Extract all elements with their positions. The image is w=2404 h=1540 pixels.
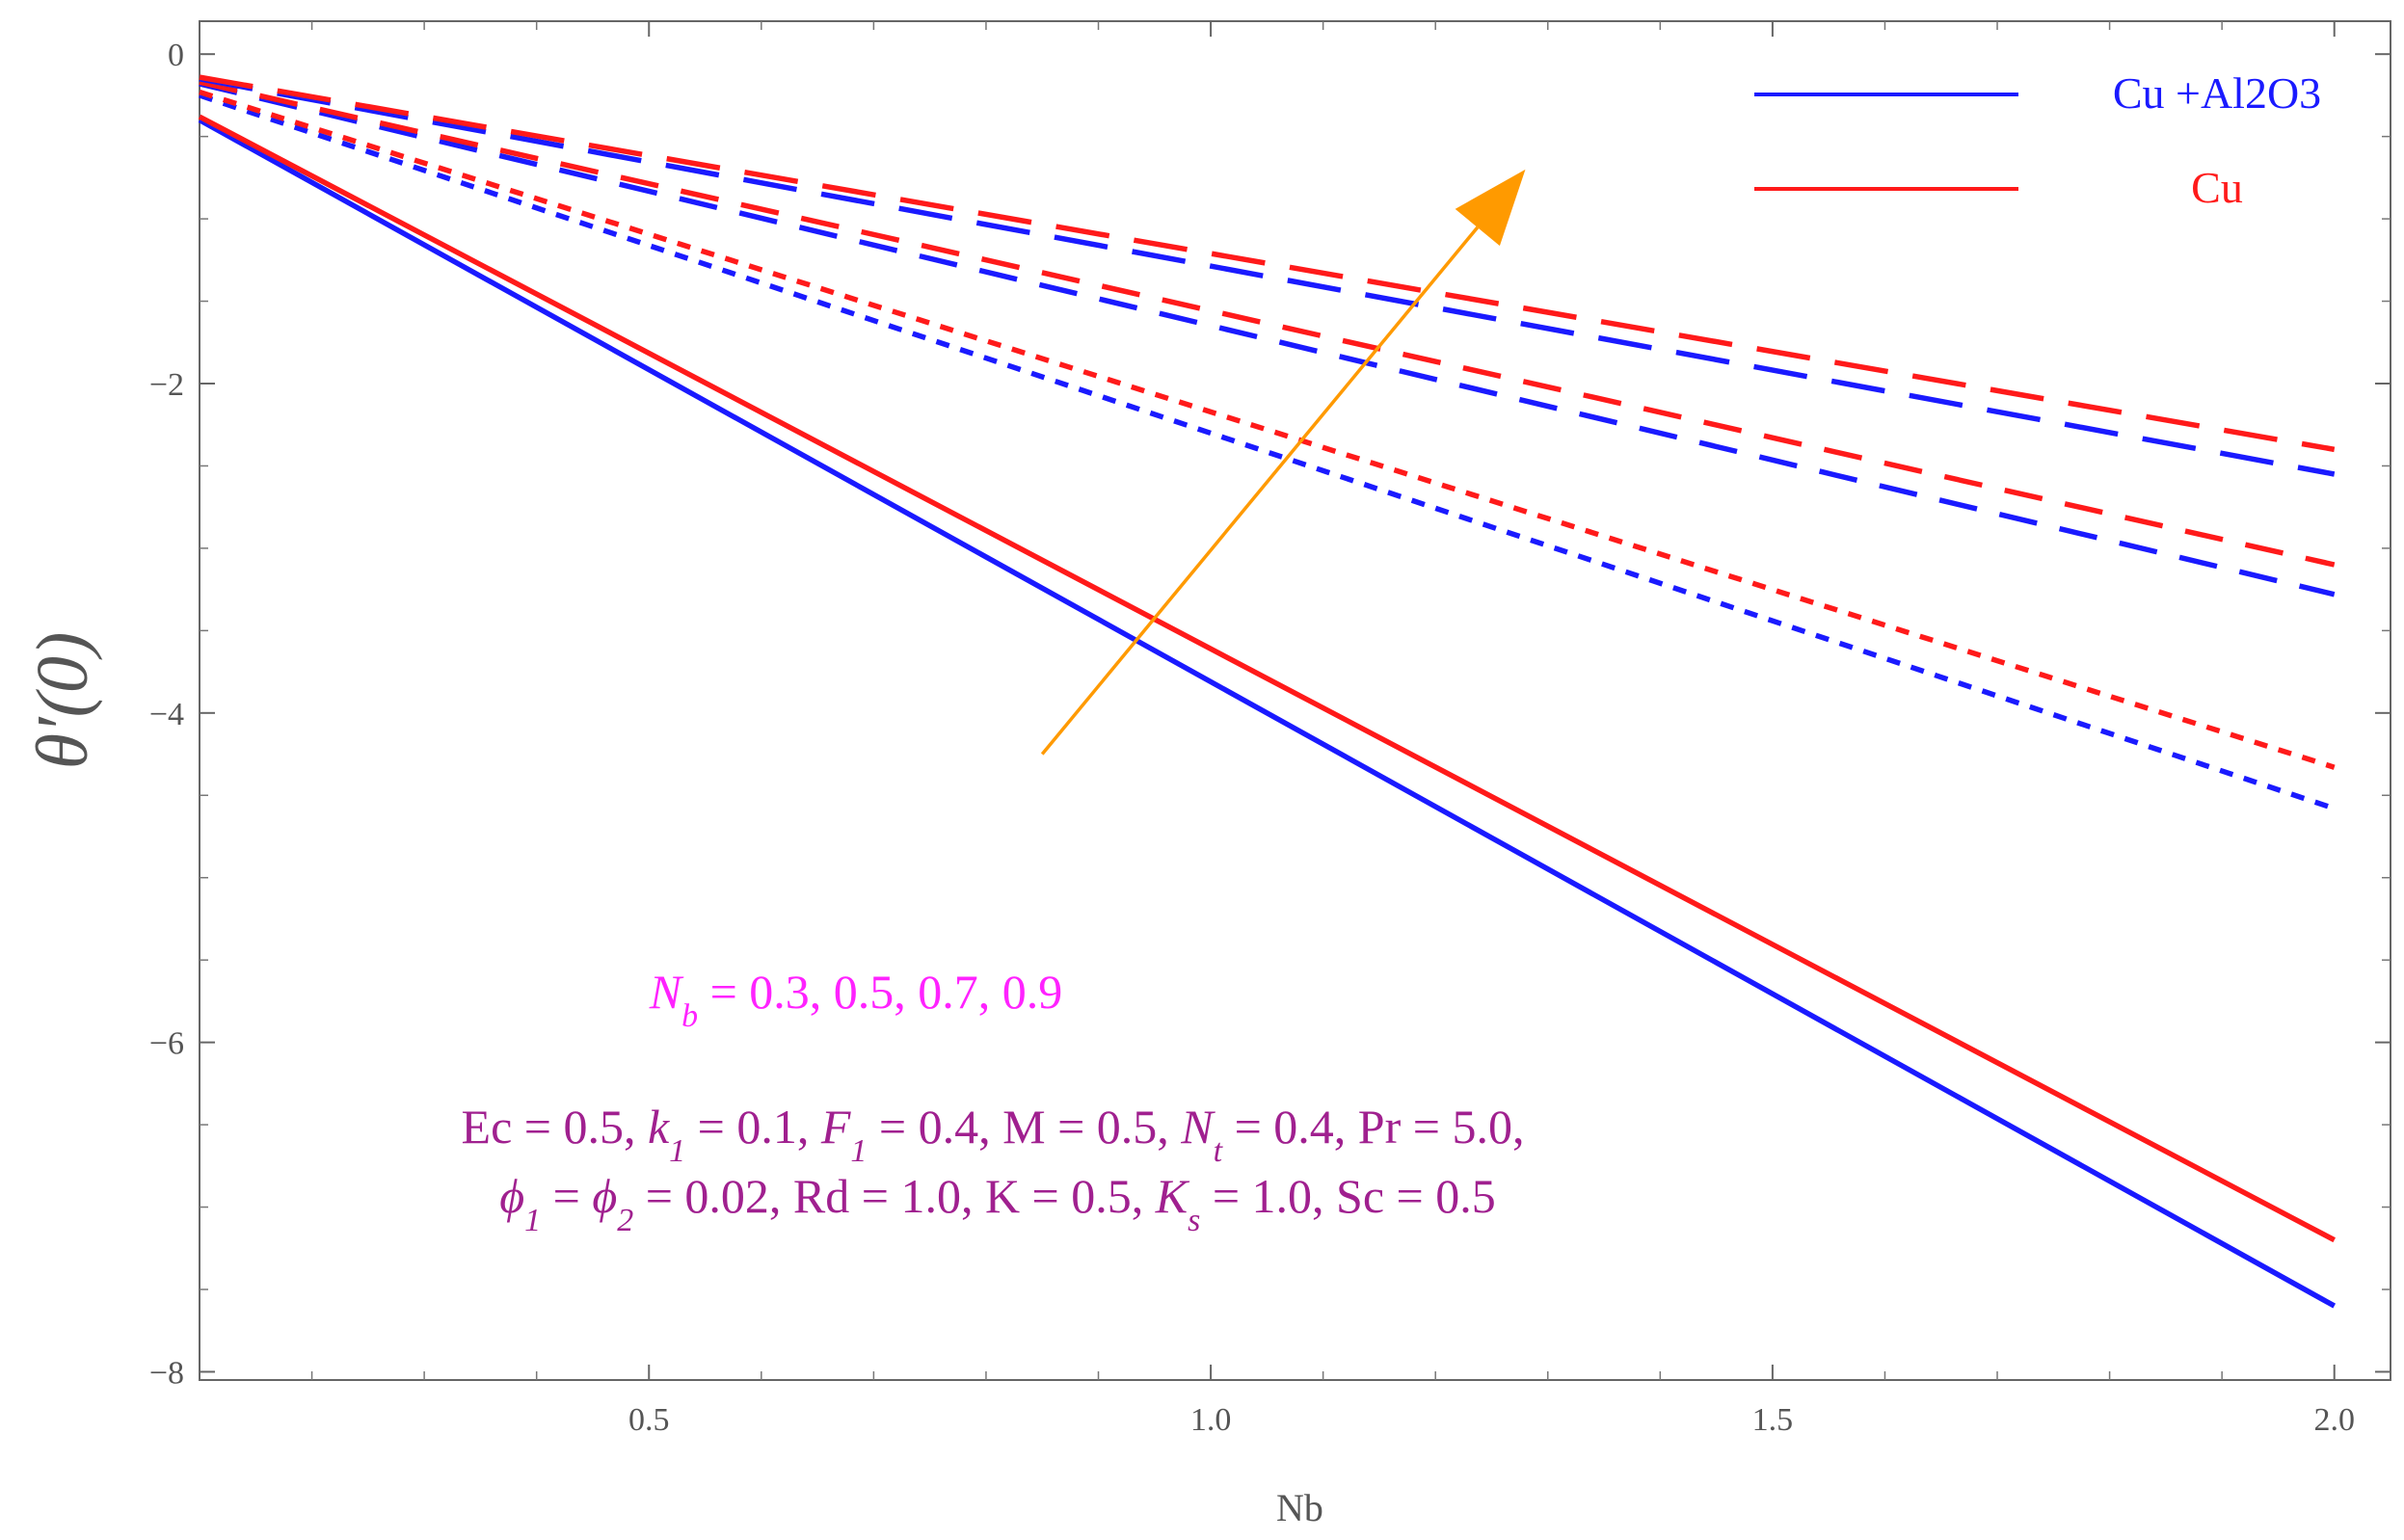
annotation-params-line-2: ϕ1 = ϕ2 = 0.02, Rd = 1.0, K = 0.5, Ks = … — [499, 1169, 1496, 1238]
annotation-params-line-1: Ec = 0.5, k1 = 0.1, F1 = 0.4, M = 0.5, N… — [462, 1100, 1525, 1169]
series-line-solid-cu — [198, 114, 2336, 1243]
trend-arrow-layer — [1040, 169, 1526, 756]
series-line-solid-cu-al2o3 — [198, 118, 2337, 1309]
annotations: Nb = 0.3, 0.5, 0.7, 0.9 Ec = 0.5, k1 = 0.… — [462, 965, 1525, 1238]
series-line-medium-dash-cu — [199, 79, 2336, 568]
series-layer — [198, 74, 2337, 1309]
series-line-medium-dash-cu-al2o3 — [199, 81, 2336, 597]
y-tick-label: −4 — [149, 697, 184, 732]
series-line-short-dash-cu-al2o3 — [199, 93, 2336, 811]
trend-arrow-head — [1455, 169, 1526, 247]
x-axis-title: Nb — [1276, 1486, 1323, 1529]
y-tick-label: −8 — [149, 1355, 184, 1391]
x-tick-label: 1.0 — [1190, 1402, 1232, 1438]
axes: 0.5 1.0 1.5 2.0 0 −2 −4 −6 −8 Nb θ′(0) — [22, 20, 2391, 1529]
y-tick-label: −6 — [149, 1026, 184, 1062]
trend-arrow-shaft — [1040, 226, 1480, 756]
series-line-long-dash-cu — [199, 74, 2336, 453]
x-tick-label: 2.0 — [2313, 1402, 2355, 1438]
series-line-short-dash-cu — [199, 89, 2336, 770]
x-tick-label: 0.5 — [628, 1402, 670, 1438]
legend-label: Cu +Al2O3 — [2113, 68, 2321, 118]
series-line-long-dash-cu-al2o3 — [199, 76, 2336, 477]
y-tick-label: 0 — [168, 38, 184, 73]
x-tick-label: 1.5 — [1752, 1402, 1794, 1438]
plot-frame — [199, 20, 2391, 1381]
legend-label: Cu — [2191, 163, 2243, 212]
y-tick-label: −2 — [149, 367, 184, 403]
legend: Cu +Al2O3 Cu — [1754, 68, 2321, 212]
annotation-nb-values: Nb = 0.3, 0.5, 0.7, 0.9 — [649, 965, 1063, 1034]
y-axis-title: θ′(0) — [22, 632, 103, 770]
